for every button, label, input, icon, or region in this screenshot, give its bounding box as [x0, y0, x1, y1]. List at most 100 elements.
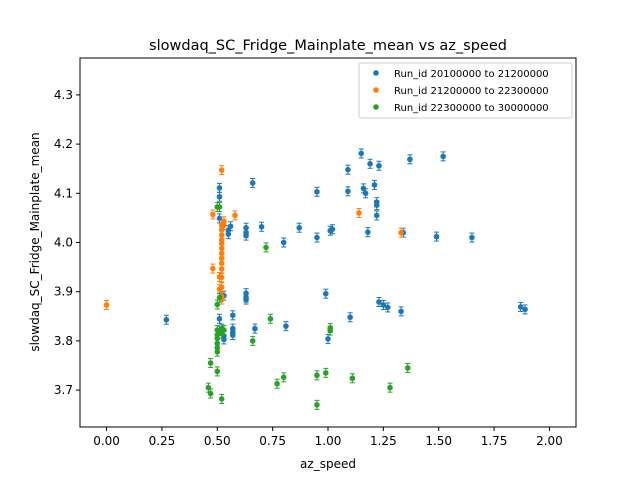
data-point: [283, 321, 289, 332]
data-point: [517, 301, 524, 312]
data-point-marker: [280, 239, 287, 246]
x-axis-ticks: 0.00 0.25 0.50 0.75 1.00 1.25 1.50 1.75 2.00: [93, 427, 563, 448]
x-tick-label: 2.00: [536, 434, 563, 448]
data-point: [404, 362, 411, 373]
data-point-marker: [367, 160, 373, 167]
data-point: [103, 299, 110, 310]
data-point-marker: [345, 166, 351, 173]
series-1: [163, 148, 528, 345]
data-point-marker: [216, 185, 223, 191]
legend-marker: [373, 104, 379, 110]
data-point-marker: [243, 296, 249, 303]
x-tick-label: 1.50: [425, 434, 452, 448]
data-point: [362, 188, 369, 199]
data-point-marker: [376, 162, 382, 169]
data-point-marker: [214, 368, 221, 375]
data-point: [384, 302, 391, 313]
data-point-marker: [252, 325, 258, 332]
data-point-marker: [314, 402, 320, 408]
data-point: [229, 310, 236, 321]
data-point-marker: [221, 327, 227, 333]
data-point: [280, 372, 287, 383]
data-point-marker: [207, 360, 214, 366]
data-point-marker: [314, 189, 320, 195]
data-point: [263, 242, 269, 253]
data-point: [349, 373, 356, 384]
legend-marker: [373, 87, 379, 93]
data-point: [216, 191, 223, 202]
series-3: [205, 202, 411, 410]
data-point-marker: [216, 215, 223, 222]
data-point: [376, 297, 382, 308]
data-point-marker: [380, 302, 387, 308]
data-point: [214, 346, 221, 357]
data-point-marker: [283, 323, 289, 329]
data-point: [252, 323, 258, 334]
data-point-marker: [362, 190, 369, 197]
data-point-marker: [163, 316, 170, 323]
data-point: [221, 325, 227, 336]
data-point-marker: [103, 302, 110, 308]
data-point: [373, 210, 380, 221]
data-point-marker: [433, 233, 440, 240]
data-point-marker: [345, 188, 351, 195]
data-point: [163, 314, 170, 325]
data-point: [267, 313, 274, 324]
y-tick-label: 3.7: [54, 383, 73, 397]
x-axis-label: az_speed: [300, 457, 356, 471]
data-point: [314, 370, 320, 381]
x-tick-label: 0.50: [204, 434, 231, 448]
data-point: [314, 399, 320, 410]
data-point-marker: [469, 234, 475, 241]
data-point: [229, 329, 236, 340]
data-point-marker: [207, 390, 214, 397]
data-point: [373, 200, 380, 211]
data-point: [322, 367, 329, 378]
data-point-marker: [347, 314, 353, 321]
data-point-marker: [218, 274, 225, 281]
data-point-marker: [218, 396, 225, 402]
y-tick-label: 3.9: [54, 285, 73, 299]
data-point: [356, 207, 362, 218]
y-tick-label: 4.0: [54, 236, 73, 250]
data-point-marker: [322, 290, 329, 297]
data-point: [210, 209, 216, 220]
data-point-marker: [214, 301, 221, 308]
data-point-marker: [249, 180, 256, 186]
data-point-marker: [210, 265, 216, 272]
data-point: [258, 221, 265, 232]
data-point: [347, 312, 353, 323]
data-point: [243, 230, 249, 241]
data-point-marker: [249, 338, 256, 344]
y-axis-label: slowdaq_SC_Fridge_Mainplate_mean: [28, 132, 42, 351]
data-point-marker: [327, 327, 334, 334]
data-point: [249, 177, 256, 188]
data-point: [214, 366, 221, 377]
data-point-marker: [221, 222, 227, 229]
data-point: [327, 325, 334, 336]
data-point-marker: [232, 212, 238, 219]
data-point-marker: [387, 384, 393, 391]
y-tick-label: 3.8: [54, 334, 73, 348]
data-point: [227, 221, 234, 232]
legend-marker: [373, 70, 379, 76]
data-point: [314, 232, 320, 243]
data-point-marker: [322, 370, 329, 376]
data-point: [371, 179, 378, 190]
data-point-marker: [258, 223, 265, 230]
data-point-marker: [216, 294, 223, 301]
data-point: [365, 227, 371, 238]
data-point-marker: [216, 193, 223, 200]
data-point: [274, 378, 280, 389]
data-point-marker: [263, 244, 269, 251]
data-point-marker: [216, 315, 223, 322]
data-point: [433, 231, 440, 242]
data-point: [232, 210, 238, 221]
data-point-marker: [358, 150, 365, 157]
data-point-marker: [314, 234, 320, 241]
data-point-marker: [365, 229, 371, 235]
data-point-marker: [229, 312, 236, 319]
data-point-marker: [407, 156, 413, 163]
data-point-marker: [404, 365, 411, 371]
